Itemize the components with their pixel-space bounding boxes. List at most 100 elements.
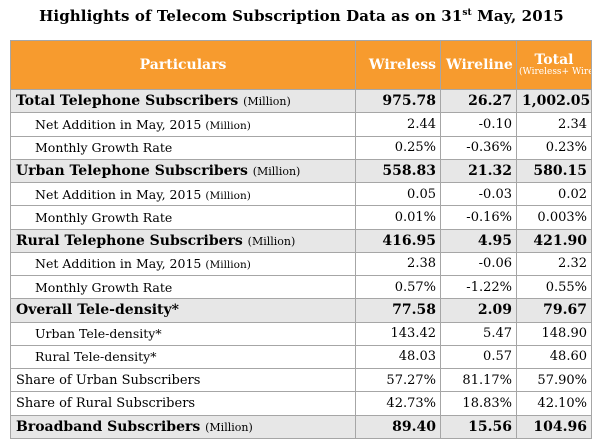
row-label: Rural Telephone Subscribers: [16, 232, 243, 249]
cell-wireline: -0.36%: [440, 135, 517, 160]
cell-wireless: 89.40: [355, 414, 441, 439]
title-superscript: st: [462, 8, 472, 18]
table-row: Urban Telephone Subscribers (Million) 558…: [10, 158, 592, 184]
page-title: Highlights of Telecom Subscription Data …: [0, 7, 603, 25]
subscription-table: Particulars Wireless Wireline Total (Wir…: [10, 40, 592, 439]
row-label-cell: Net Addition in May, 2015 (Million): [10, 251, 356, 277]
cell-total: 1,002.05: [516, 88, 592, 114]
cell-total: 0.02: [516, 181, 592, 207]
cell-wireless: 0.05: [355, 181, 441, 207]
row-label: Monthly Growth Rate: [35, 140, 173, 156]
cell-wireless: 416.95: [355, 228, 441, 253]
row-label: Net Addition in May, 2015: [35, 116, 202, 132]
header-wireline: Wireline: [440, 40, 517, 90]
cell-wireless: 0.25%: [355, 135, 441, 160]
row-label-cell: Net Addition in May, 2015 (Million): [10, 181, 356, 207]
row-label: Total Telephone Subscribers: [16, 93, 239, 110]
row-label-cell: Monthly Growth Rate: [10, 274, 356, 300]
row-unit: (Million): [205, 119, 251, 132]
row-label: Share of Rural Subscribers: [16, 395, 196, 411]
cell-wireline: 4.95: [440, 228, 517, 253]
table-row: Total Telephone Subscribers (Million) 975…: [10, 88, 592, 114]
row-label-cell: Share of Rural Subscribers: [10, 391, 356, 416]
cell-total: 0.23%: [516, 135, 592, 160]
row-unit: (Million): [205, 420, 253, 434]
row-label: Monthly Growth Rate: [35, 209, 173, 225]
row-label-cell: Overall Tele-density*: [10, 298, 356, 323]
cell-wireline: 0.57: [440, 344, 517, 370]
row-label-cell: Total Telephone Subscribers (Million): [10, 88, 356, 114]
cell-wireless: 558.83: [355, 158, 441, 184]
table-row: Rural Telephone Subscribers (Million) 416…: [10, 228, 592, 253]
cell-wireline: -1.22%: [440, 274, 517, 300]
table-row: Monthly Growth Rate 0.01% -0.16% 0.003%: [10, 205, 592, 230]
table-row: Monthly Growth Rate 0.57% -1.22% 0.55%: [10, 274, 592, 300]
cell-total: 2.34: [516, 112, 592, 137]
header-total-label: Total: [534, 51, 574, 68]
table-row: Broadband Subscribers (Million) 89.40 15.5…: [10, 414, 592, 439]
row-label-cell: Share of Urban Subscribers: [10, 367, 356, 393]
cell-total: 148.90: [516, 321, 592, 346]
row-label: Net Addition in May, 2015: [35, 186, 202, 202]
table-row: Overall Tele-density* 77.58 2.09 79.67: [10, 298, 592, 323]
cell-wireline: 26.27: [440, 88, 517, 114]
cell-total: 79.67: [516, 298, 592, 323]
cell-wireline: 18.83%: [440, 391, 517, 416]
row-label: Overall Tele-density*: [16, 302, 179, 319]
row-label-cell: Urban Tele-density*: [10, 321, 356, 346]
cell-wireless: 48.03: [355, 344, 441, 370]
table-row: Rural Tele-density* 48.03 0.57 48.60: [10, 344, 592, 370]
header-wireless: Wireless: [355, 40, 441, 90]
row-label: Urban Telephone Subscribers: [16, 162, 248, 179]
cell-wireless: 0.57%: [355, 274, 441, 300]
cell-wireless: 57.27%: [355, 367, 441, 393]
cell-wireline: -0.10: [440, 112, 517, 137]
table-row: Net Addition in May, 2015 (Million) 2.44-…: [10, 112, 592, 137]
row-label-cell: Net Addition in May, 2015 (Million): [10, 112, 356, 137]
cell-total: 104.96: [516, 414, 592, 439]
row-label-cell: Monthly Growth Rate: [10, 135, 356, 160]
cell-wireline: -0.16%: [440, 205, 517, 230]
cell-wireline: 15.56: [440, 414, 517, 439]
header-total: Total (Wireless+ Wireline): [516, 40, 592, 90]
cell-wireline: 21.32: [440, 158, 517, 184]
row-label-cell: Broadband Subscribers (Million): [10, 414, 356, 439]
row-label: Broadband Subscribers: [16, 418, 201, 435]
table-row: Monthly Growth Rate 0.25% -0.36% 0.23%: [10, 135, 592, 160]
cell-wireless: 2.38: [355, 251, 441, 277]
cell-wireless: 143.42: [355, 321, 441, 346]
table-row: Urban Tele-density* 143.42 5.47 148.90: [10, 321, 592, 346]
cell-total: 580.15: [516, 158, 592, 184]
row-label-cell: Monthly Growth Rate: [10, 205, 356, 230]
row-unit: (Million): [252, 164, 301, 178]
row-unit: (Million): [205, 189, 251, 202]
table-row: Share of Rural Subscribers 42.73% 18.83% 42…: [10, 391, 592, 416]
table-row: Net Addition in May, 2015 (Million) 0.05-…: [10, 181, 592, 207]
cell-wireless: 0.01%: [355, 205, 441, 230]
row-label-cell: Rural Tele-density*: [10, 344, 356, 370]
table-header-row: Particulars Wireless Wireline Total (Wir…: [10, 40, 592, 90]
cell-wireline: 5.47: [440, 321, 517, 346]
header-particulars: Particulars: [10, 40, 356, 90]
cell-wireless: 975.78: [355, 88, 441, 114]
row-label: Share of Urban Subscribers: [16, 372, 201, 388]
title-text: Highlights of Telecom Subscription Data …: [39, 7, 463, 25]
cell-wireline: -0.06: [440, 251, 517, 277]
cell-wireless: 77.58: [355, 298, 441, 323]
row-label: Rural Tele-density*: [35, 349, 157, 365]
table-row: Share of Urban Subscribers 57.27% 81.17% 57…: [10, 367, 592, 393]
cell-total: 421.90: [516, 228, 592, 253]
cell-total: 48.60: [516, 344, 592, 370]
row-label-cell: Rural Telephone Subscribers (Million): [10, 228, 356, 253]
row-label: Monthly Growth Rate: [35, 279, 173, 295]
row-label: Urban Tele-density*: [35, 326, 162, 342]
row-label: Net Addition in May, 2015: [35, 256, 202, 272]
cell-total: 0.55%: [516, 274, 592, 300]
header-total-note: (Wireless+ Wireline): [519, 66, 592, 77]
cell-wireless: 2.44: [355, 112, 441, 137]
cell-total: 0.003%: [516, 205, 592, 230]
row-unit: (Million): [205, 259, 251, 272]
row-unit: (Million): [247, 234, 296, 248]
cell-wireline: -0.03: [440, 181, 517, 207]
cell-wireless: 42.73%: [355, 391, 441, 416]
